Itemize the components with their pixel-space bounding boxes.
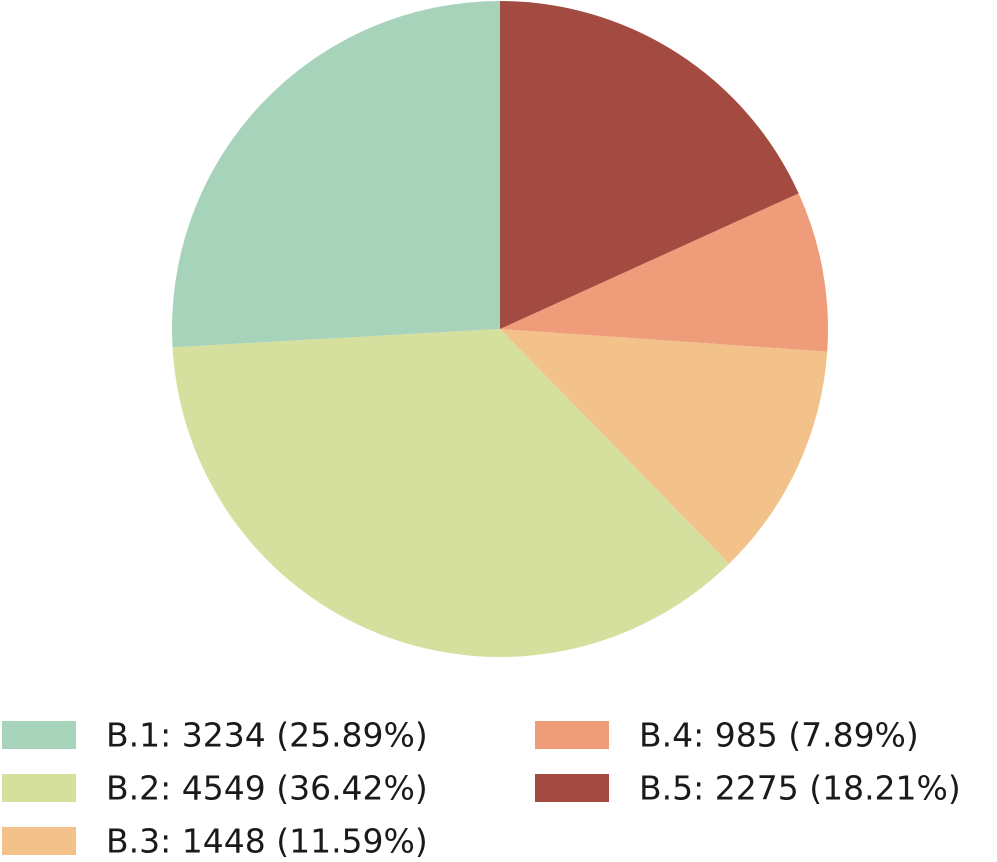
legend-label: B.3: 1448 (11.59%) [106,822,428,861]
pie-slice-b1 [172,1,501,348]
pie-slice-b4 [500,193,829,352]
legend-label: B.1: 3234 (25.89%) [106,716,428,755]
legend-swatch [535,774,609,802]
legend: B.1: 3234 (25.89%) B.2: 4549 (36.42%) B.3:… [2,716,961,861]
legend-item-b2: B.2: 4549 (36.42%) [2,769,428,808]
legend-item-b5: B.5: 2275 (18.21%) [535,769,961,808]
legend-item-b3: B.3: 1448 (11.59%) [2,822,428,861]
legend-label: B.2: 4549 (36.42%) [106,769,428,808]
legend-swatch [2,721,76,749]
legend-swatch [535,721,609,749]
legend-swatch [2,827,76,855]
pie-slice-b3 [500,329,828,564]
legend-item-b1: B.1: 3234 (25.89%) [2,716,428,755]
legend-label: B.4: 985 (7.89%) [639,716,919,755]
legend-label: B.5: 2275 (18.21%) [639,769,961,808]
legend-swatch [2,774,76,802]
pie-slices [172,1,829,657]
pie-slice-b2 [172,329,730,657]
pie-slice-b5 [500,1,799,329]
legend-item-b4: B.4: 985 (7.89%) [535,716,919,755]
